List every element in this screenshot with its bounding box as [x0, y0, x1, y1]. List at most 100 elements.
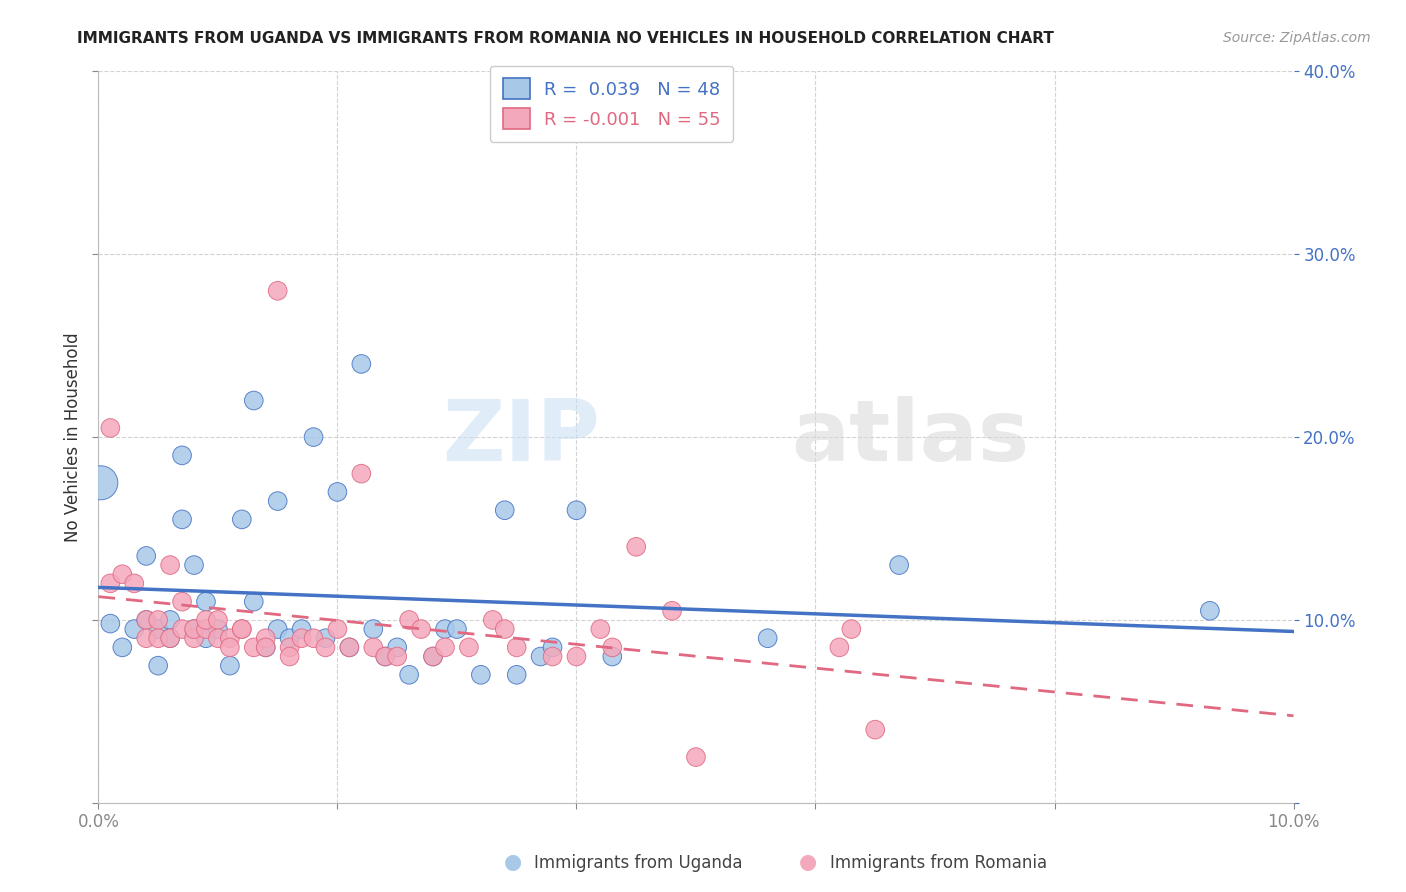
Point [841, 622, 863, 636]
Point [565, 503, 588, 517]
Point [148, 632, 170, 646]
Point [374, 649, 396, 664]
Point [865, 723, 887, 737]
Point [565, 649, 588, 664]
Point [183, 558, 205, 573]
Point [302, 632, 325, 646]
Text: ●: ● [800, 853, 817, 872]
Point [363, 622, 385, 636]
Point [159, 632, 181, 646]
Point [231, 622, 253, 636]
Point [541, 649, 564, 664]
Point [135, 613, 157, 627]
Point [183, 632, 205, 646]
Point [350, 467, 373, 481]
Point [339, 640, 361, 655]
Point [159, 632, 181, 646]
Text: Immigrants from Uganda: Immigrants from Uganda [534, 855, 742, 872]
Point [363, 640, 385, 655]
Text: atlas: atlas [792, 395, 1029, 479]
Point [124, 622, 146, 636]
Point [626, 540, 648, 554]
Point [494, 503, 516, 517]
Point [159, 613, 181, 627]
Point [302, 430, 325, 444]
Point [148, 658, 170, 673]
Point [98, 576, 122, 591]
Text: ZIP: ZIP [443, 395, 600, 479]
Point [494, 622, 516, 636]
Point [267, 622, 290, 636]
Point [243, 393, 266, 408]
Text: Immigrants from Romania: Immigrants from Romania [830, 855, 1046, 872]
Point [135, 632, 157, 646]
Point [98, 616, 122, 631]
Point [411, 622, 433, 636]
Point [602, 649, 624, 664]
Point [254, 632, 277, 646]
Point [148, 622, 170, 636]
Point [172, 512, 194, 526]
Point [219, 640, 242, 655]
Point [339, 640, 361, 655]
Point [385, 640, 409, 655]
Point [243, 594, 266, 608]
Point [195, 622, 218, 636]
Point [135, 613, 157, 627]
Point [195, 632, 218, 646]
Point [183, 622, 205, 636]
Point [172, 622, 194, 636]
Point [602, 640, 624, 655]
Point [589, 622, 612, 636]
Point [541, 640, 564, 655]
Point [254, 640, 277, 655]
Point [828, 640, 851, 655]
Point [172, 448, 194, 462]
Text: ●: ● [505, 853, 522, 872]
Point [398, 667, 420, 681]
Point [422, 649, 444, 664]
Point [231, 512, 253, 526]
Point [530, 649, 553, 664]
Point [254, 640, 277, 655]
Text: IMMIGRANTS FROM UGANDA VS IMMIGRANTS FROM ROMANIA NO VEHICLES IN HOUSEHOLD CORRE: IMMIGRANTS FROM UGANDA VS IMMIGRANTS FRO… [77, 31, 1054, 46]
Y-axis label: No Vehicles in Household: No Vehicles in Household [63, 332, 82, 542]
Point [207, 622, 229, 636]
Point [111, 567, 134, 582]
Point [685, 750, 707, 764]
Point [291, 632, 314, 646]
Point [506, 640, 529, 655]
Point [315, 632, 337, 646]
Point [385, 649, 409, 664]
Point [207, 613, 229, 627]
Point [90, 475, 112, 490]
Point [195, 594, 218, 608]
Point [148, 613, 170, 627]
Point [422, 649, 444, 664]
Point [278, 632, 301, 646]
Point [159, 558, 181, 573]
Point [398, 613, 420, 627]
Point [278, 640, 301, 655]
Point [315, 640, 337, 655]
Point [756, 632, 779, 646]
Point [434, 622, 457, 636]
Point [470, 667, 492, 681]
Point [219, 632, 242, 646]
Point [350, 357, 373, 371]
Point [446, 622, 468, 636]
Point [195, 613, 218, 627]
Legend: R =  0.039   N = 48, R = -0.001   N = 55: R = 0.039 N = 48, R = -0.001 N = 55 [489, 66, 734, 142]
Point [374, 649, 396, 664]
Point [98, 421, 122, 435]
Point [135, 549, 157, 563]
Point [889, 558, 911, 573]
Point [458, 640, 481, 655]
Point [267, 494, 290, 508]
Point [326, 622, 349, 636]
Text: Source: ZipAtlas.com: Source: ZipAtlas.com [1223, 31, 1371, 45]
Point [661, 604, 683, 618]
Point [172, 594, 194, 608]
Point [231, 622, 253, 636]
Point [183, 622, 205, 636]
